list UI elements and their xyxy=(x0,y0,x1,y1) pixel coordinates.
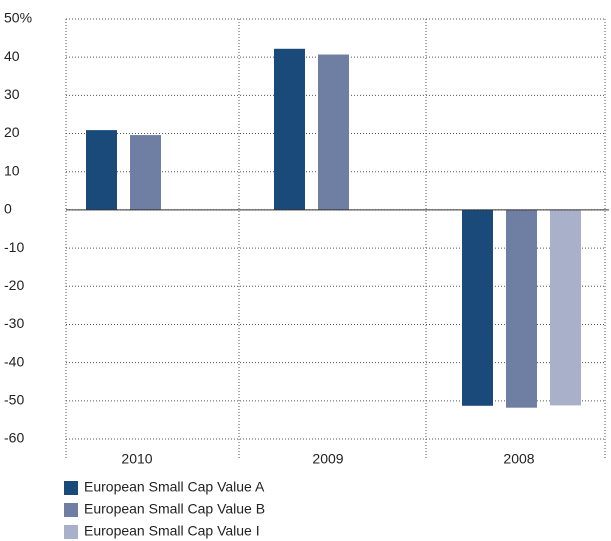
legend-swatch xyxy=(64,481,78,495)
x-tick-label: 2008 xyxy=(503,451,534,467)
bar xyxy=(274,48,305,210)
y-tick-label: -30 xyxy=(4,315,24,331)
legend-swatch xyxy=(64,525,78,539)
bar xyxy=(318,54,349,210)
y-tick-label: -40 xyxy=(4,353,24,369)
y-tick-label: -20 xyxy=(4,277,24,293)
y-tick-label: 0 xyxy=(4,201,12,217)
legend-label: European Small Cap Value I xyxy=(84,523,260,539)
bar xyxy=(462,209,493,406)
y-tick-label: -50 xyxy=(4,392,24,408)
x-tick-label: 2009 xyxy=(312,451,343,467)
y-tick-label: -10 xyxy=(4,239,24,255)
legend-label: European Small Cap Value B xyxy=(84,501,265,517)
bar xyxy=(130,135,161,210)
bar xyxy=(506,209,537,408)
y-tick-label: 50% xyxy=(4,10,32,26)
x-tick-label: 2010 xyxy=(121,451,152,467)
y-tick-label: 10 xyxy=(4,162,20,178)
bar xyxy=(550,209,581,406)
y-tick-label: -60 xyxy=(4,430,24,446)
y-tick-label: 20 xyxy=(4,124,20,140)
bar xyxy=(86,130,117,210)
y-tick-label: 40 xyxy=(4,48,20,64)
legend-label: European Small Cap Value A xyxy=(84,479,265,495)
legend-swatch xyxy=(64,503,78,517)
y-tick-label: 30 xyxy=(4,86,20,102)
